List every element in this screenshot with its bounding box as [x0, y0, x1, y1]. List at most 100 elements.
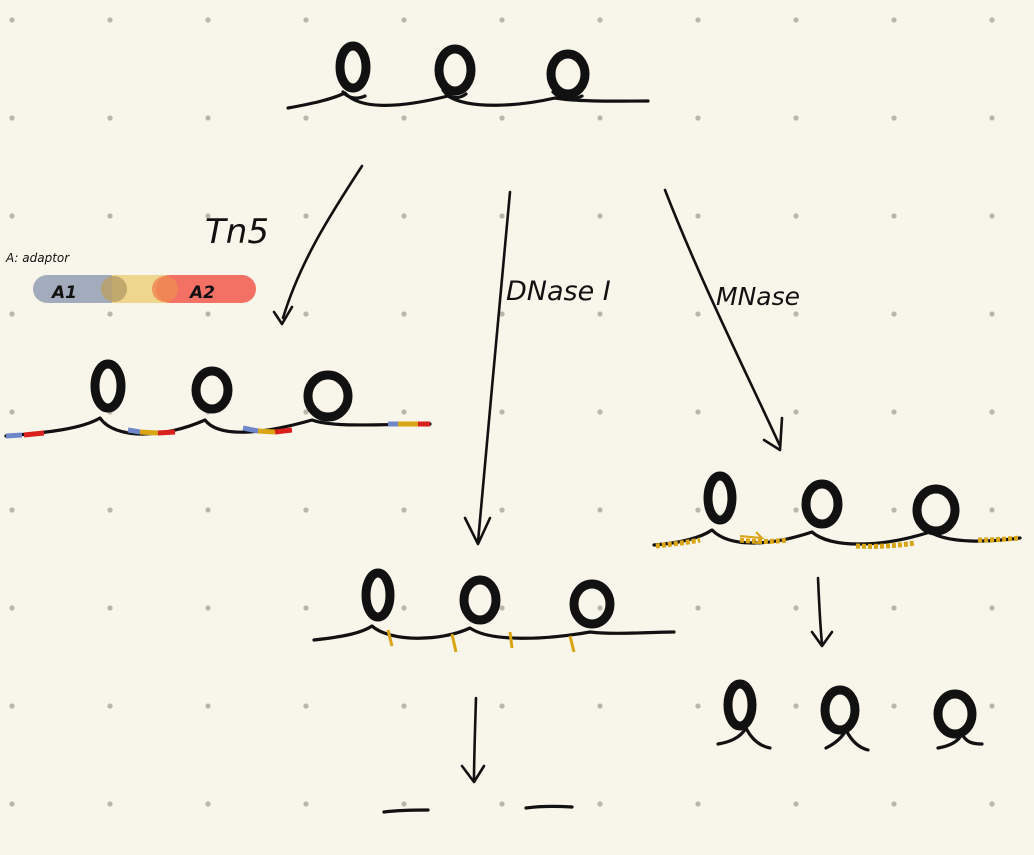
grid-dot — [303, 605, 309, 611]
grid-dot — [793, 311, 799, 317]
grid-dot — [597, 801, 603, 807]
grid-dot — [989, 409, 995, 415]
grid-dot — [891, 115, 897, 121]
grid-dot — [695, 17, 701, 23]
grid-dot — [793, 213, 799, 219]
grid-dot — [695, 213, 701, 219]
grid-dot — [989, 703, 995, 709]
dnase-chromatin — [312, 568, 676, 653]
grid-dot — [205, 213, 211, 219]
dot-grid — [9, 17, 995, 807]
pill-overlap-right — [152, 276, 178, 302]
grid-dot — [205, 801, 211, 807]
grid-dot — [695, 507, 701, 513]
tn5-adaptor-blue-3 — [242, 425, 259, 434]
grid-dot — [499, 213, 505, 219]
grid-dot — [793, 17, 799, 23]
grid-dot — [9, 213, 15, 219]
dnase-fragments — [382, 804, 574, 814]
grid-dot — [989, 507, 995, 513]
grid-dot — [107, 703, 113, 709]
grid-dot — [989, 605, 995, 611]
grid-dot — [401, 703, 407, 709]
grid-dot — [499, 115, 505, 121]
mnase-dna-strand — [652, 528, 1022, 547]
grid-dot — [989, 213, 995, 219]
dnase-cut-mark-2 — [450, 633, 458, 653]
tn5-nucleosome-3 — [303, 370, 353, 422]
top-dna-strand — [286, 91, 650, 110]
grid-dot — [695, 605, 701, 611]
grid-dot — [793, 801, 799, 807]
grid-dot — [107, 115, 113, 121]
grid-dot — [597, 17, 603, 23]
grid-dot — [9, 801, 15, 807]
grid-dot — [303, 311, 309, 317]
grid-dot — [891, 17, 897, 23]
mono-tail-3 — [936, 732, 984, 750]
grid-dot — [401, 801, 407, 807]
dnase-label: DNase I — [506, 276, 611, 307]
dnase-nucleosome-1 — [361, 568, 395, 622]
grid-dot — [107, 507, 113, 513]
mono-nucleosome-2 — [820, 685, 860, 735]
tn5-dna-strand — [4, 416, 432, 438]
mono-tail-1 — [716, 726, 772, 750]
tn5-adaptor-red-3 — [274, 427, 293, 435]
grid-dot — [9, 311, 15, 317]
grid-dot — [597, 115, 603, 121]
grid-dot — [891, 605, 897, 611]
dnase-dna-strand — [312, 624, 676, 642]
grid-dot — [891, 801, 897, 807]
grid-dot — [891, 507, 897, 513]
grid-dot — [499, 17, 505, 23]
mnase-nucleosome-1 — [703, 471, 737, 525]
grid-dot — [205, 605, 211, 611]
pill-overlap-left — [101, 276, 127, 302]
pill-a2-segment — [156, 275, 256, 303]
grid-dot — [9, 605, 15, 611]
dnase-fragment-2 — [524, 804, 574, 810]
grid-dot — [205, 507, 211, 513]
top-nucleosome-1 — [335, 41, 371, 93]
mnase-digest-1 — [655, 537, 701, 549]
grid-dot — [597, 409, 603, 415]
top-loop-tail-3 — [551, 90, 584, 101]
top-chromatin — [286, 41, 650, 110]
tn5-adaptor-blue-2 — [127, 427, 141, 435]
mnase-arrowhead-mark — [739, 531, 765, 545]
adaptor-pill: A1 A2 — [33, 275, 256, 303]
top-nucleosome-2 — [434, 44, 476, 96]
dnase-arrow — [463, 190, 512, 546]
mnase-digest-4 — [977, 535, 1021, 543]
grid-dot — [793, 507, 799, 513]
grid-dot — [9, 17, 15, 23]
grid-dot — [989, 17, 995, 23]
grid-dot — [989, 115, 995, 121]
grid-dot — [891, 409, 897, 415]
grid-dot — [303, 703, 309, 709]
grid-dot — [695, 409, 701, 415]
mnase-down-arrow — [810, 576, 834, 648]
grid-dot — [597, 507, 603, 513]
grid-dot — [499, 801, 505, 807]
grid-dot — [303, 115, 309, 121]
dnase-cut-mark-1 — [386, 629, 394, 647]
tn5-nucleosome-2 — [191, 366, 233, 414]
dnase-cut-mark-4 — [568, 635, 576, 653]
grid-dot — [107, 17, 113, 23]
grid-dot — [695, 703, 701, 709]
dnase-nucleosome-2 — [459, 575, 501, 625]
grid-dot — [891, 213, 897, 219]
tn5-label: Tn5 — [205, 212, 269, 252]
grid-dot — [401, 605, 407, 611]
grid-dot — [303, 17, 309, 23]
tn5-adaptor-yellow-2 — [139, 429, 159, 436]
mono-nucleosome-3 — [933, 689, 977, 739]
mnase-label: MNase — [716, 282, 800, 311]
grid-dot — [205, 703, 211, 709]
adaptor-note: A: adaptor — [5, 251, 70, 265]
pill-a1-label: A1 — [50, 283, 77, 303]
